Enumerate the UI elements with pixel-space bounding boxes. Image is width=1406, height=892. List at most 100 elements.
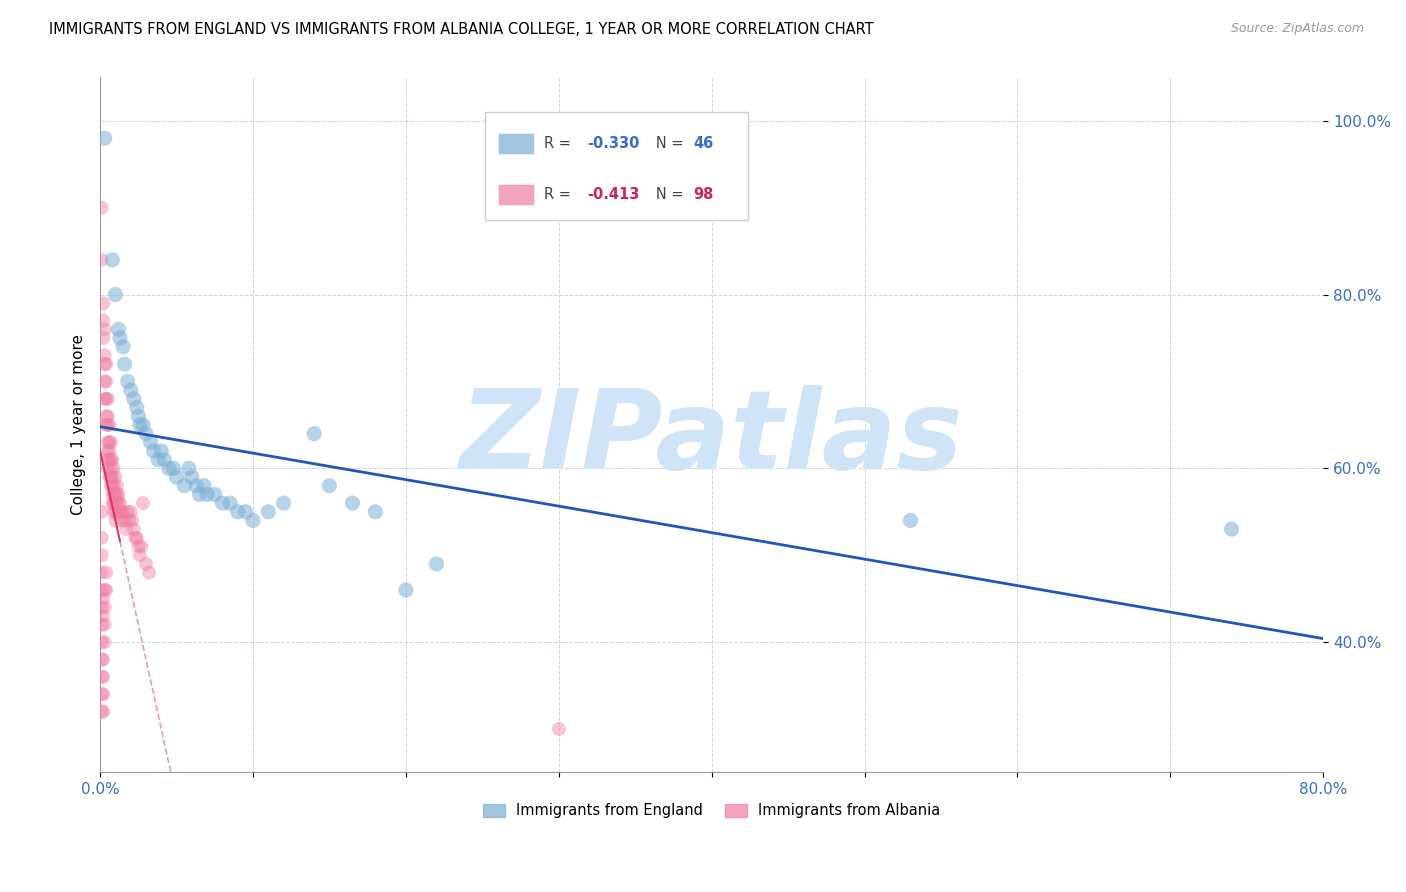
Point bbox=[91, 591, 114, 606]
Point bbox=[153, 452, 176, 467]
Point bbox=[91, 313, 114, 327]
Point bbox=[101, 252, 124, 267]
Point bbox=[105, 496, 128, 510]
Text: -0.413: -0.413 bbox=[586, 186, 640, 202]
Text: IMMIGRANTS FROM ENGLAND VS IMMIGRANTS FROM ALBANIA COLLEGE, 1 YEAR OR MORE CORRE: IMMIGRANTS FROM ENGLAND VS IMMIGRANTS FR… bbox=[49, 22, 875, 37]
Point bbox=[112, 340, 135, 354]
Point bbox=[100, 479, 122, 493]
Point bbox=[125, 531, 148, 545]
Point bbox=[90, 635, 112, 649]
Point bbox=[115, 522, 138, 536]
Point bbox=[91, 670, 114, 684]
Point bbox=[131, 540, 153, 554]
Point bbox=[90, 582, 112, 597]
Point bbox=[104, 487, 127, 501]
Point bbox=[242, 513, 264, 527]
Point bbox=[91, 609, 114, 624]
Point bbox=[97, 409, 120, 424]
Point bbox=[103, 496, 125, 510]
Point bbox=[166, 470, 188, 484]
Point bbox=[107, 487, 129, 501]
Point bbox=[93, 131, 115, 145]
Point bbox=[110, 505, 132, 519]
Point bbox=[180, 470, 202, 484]
Point bbox=[186, 479, 208, 493]
Text: R =: R = bbox=[544, 186, 575, 202]
Point bbox=[148, 452, 170, 467]
Point bbox=[103, 487, 125, 501]
Point bbox=[91, 296, 114, 310]
Point bbox=[117, 375, 139, 389]
Point bbox=[128, 417, 150, 432]
Point bbox=[193, 479, 215, 493]
Point bbox=[91, 705, 114, 719]
Point bbox=[342, 496, 364, 510]
Point bbox=[97, 452, 120, 467]
Point bbox=[273, 496, 295, 510]
Point bbox=[97, 392, 120, 406]
Text: ZIPatlas: ZIPatlas bbox=[460, 385, 963, 492]
Point bbox=[96, 417, 118, 432]
Point bbox=[162, 461, 184, 475]
Point bbox=[132, 496, 155, 510]
Point bbox=[100, 435, 122, 450]
Point bbox=[211, 496, 233, 510]
FancyBboxPatch shape bbox=[498, 133, 534, 154]
Point bbox=[98, 435, 121, 450]
Point bbox=[98, 452, 121, 467]
Point bbox=[195, 487, 218, 501]
Point bbox=[219, 496, 242, 510]
Point bbox=[1220, 522, 1243, 536]
Point bbox=[101, 452, 124, 467]
Point bbox=[96, 409, 118, 424]
Point bbox=[124, 531, 146, 545]
Point bbox=[91, 652, 114, 666]
Point bbox=[121, 513, 143, 527]
Point bbox=[96, 375, 118, 389]
Point bbox=[364, 505, 387, 519]
Point bbox=[90, 705, 112, 719]
Point bbox=[235, 505, 257, 519]
Point bbox=[138, 566, 160, 580]
Point bbox=[90, 505, 112, 519]
Point bbox=[101, 496, 124, 510]
Point bbox=[100, 452, 122, 467]
FancyBboxPatch shape bbox=[485, 112, 748, 220]
Point bbox=[122, 392, 145, 406]
Point bbox=[97, 435, 120, 450]
Point bbox=[90, 652, 112, 666]
Point bbox=[114, 513, 136, 527]
Point bbox=[132, 417, 155, 432]
Point bbox=[127, 540, 149, 554]
Text: 46: 46 bbox=[693, 136, 714, 151]
Point bbox=[177, 461, 200, 475]
Point bbox=[139, 435, 162, 450]
Point bbox=[104, 513, 127, 527]
Point bbox=[100, 470, 122, 484]
Point bbox=[120, 505, 142, 519]
Point bbox=[108, 496, 131, 510]
FancyBboxPatch shape bbox=[498, 184, 534, 204]
Point bbox=[107, 505, 129, 519]
Point bbox=[90, 600, 112, 615]
Point bbox=[108, 331, 131, 345]
Point bbox=[103, 479, 125, 493]
Point bbox=[97, 417, 120, 432]
Point bbox=[204, 487, 226, 501]
Point bbox=[93, 617, 115, 632]
Point bbox=[257, 505, 280, 519]
Point bbox=[90, 617, 112, 632]
Point bbox=[188, 487, 211, 501]
Point bbox=[114, 357, 136, 371]
Point bbox=[142, 444, 165, 458]
Point bbox=[302, 426, 325, 441]
Point bbox=[150, 444, 173, 458]
Point bbox=[103, 505, 125, 519]
Point bbox=[98, 470, 121, 484]
Point bbox=[97, 461, 120, 475]
Point bbox=[395, 582, 418, 597]
Point bbox=[90, 566, 112, 580]
Point bbox=[135, 557, 157, 571]
Point bbox=[226, 505, 249, 519]
Point bbox=[104, 470, 127, 484]
